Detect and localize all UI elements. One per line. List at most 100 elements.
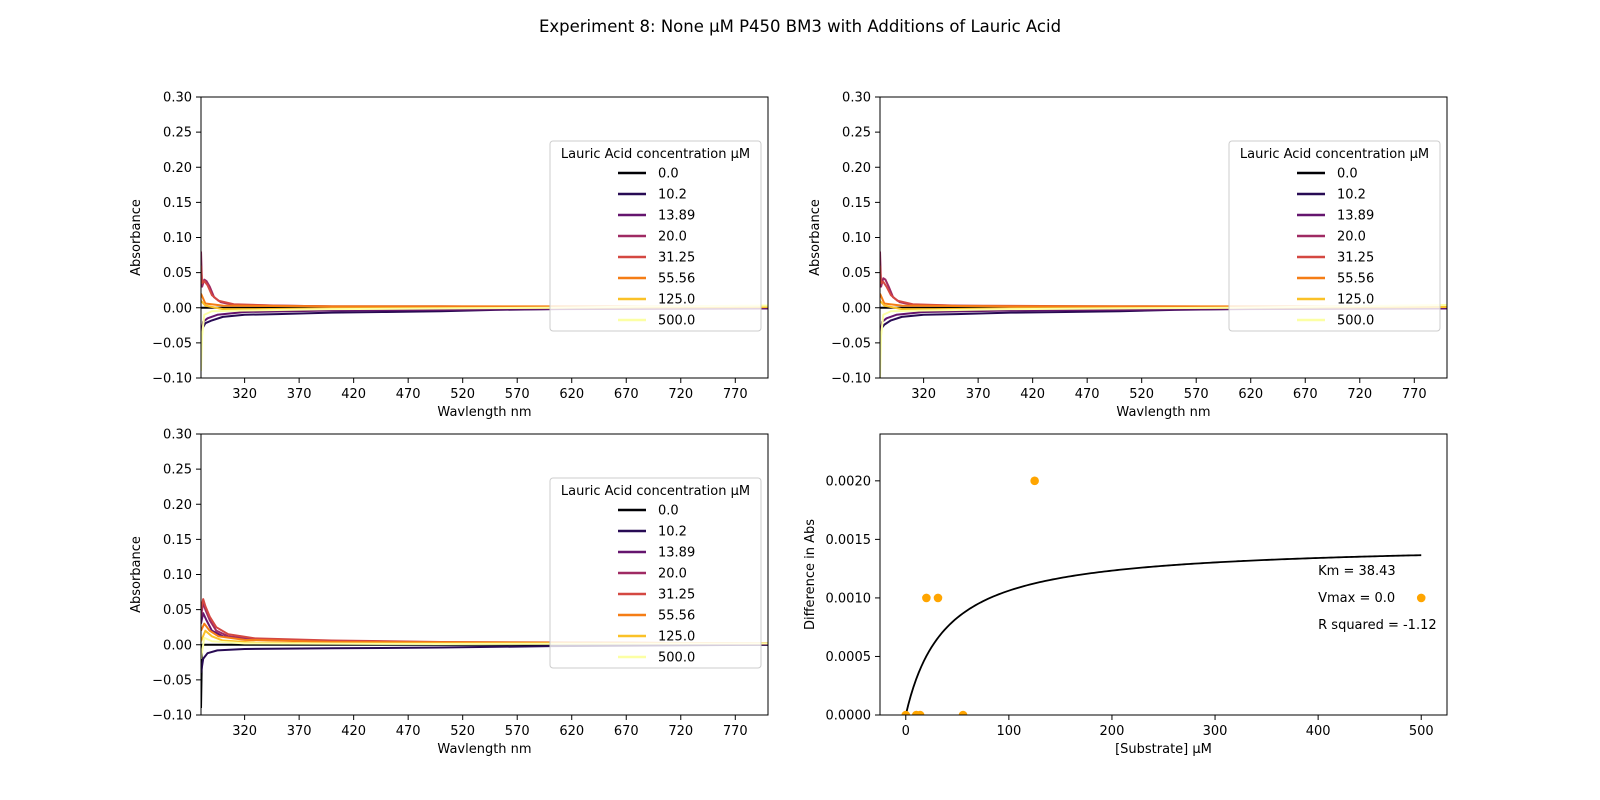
x-tick-label: 520	[450, 387, 475, 402]
legend-label: 55.56	[658, 272, 695, 287]
series-line-55-56	[201, 622, 768, 645]
y-tick-label: 0.0020	[826, 474, 872, 489]
legend-label: 13.89	[1337, 209, 1374, 224]
series-line-500-0	[201, 636, 768, 659]
figure-title: Experiment 8: None μM P450 BM3 with Addi…	[539, 17, 1061, 36]
legend-label: 20.0	[658, 230, 687, 245]
y-tick-label: 0.25	[163, 463, 192, 478]
legend-label: 13.89	[658, 546, 695, 561]
x-tick-label: 100	[996, 724, 1021, 739]
x-tick-label: 300	[1203, 724, 1228, 739]
x-tick-label: 670	[614, 387, 639, 402]
x-tick-label: 570	[505, 387, 530, 402]
y-axis-label: Absorbance	[129, 536, 144, 613]
legend-label: 10.2	[658, 525, 687, 540]
x-tick-label: 370	[287, 724, 312, 739]
y-tick-label: −0.10	[831, 372, 871, 387]
fit-curve	[904, 554, 1422, 715]
y-axis-label: Absorbance	[808, 199, 823, 276]
y-tick-label: 0.30	[163, 91, 192, 106]
y-tick-label: 0.10	[842, 231, 871, 246]
x-tick-label: 670	[1293, 387, 1318, 402]
x-tick-label: 720	[668, 724, 693, 739]
x-tick-label: 370	[287, 387, 312, 402]
legend: Lauric Acid concentration µM 0.0 10.2 13.89…	[1228, 140, 1441, 332]
legend-label: 500.0	[658, 651, 695, 666]
panel-bottom-right: 0 100 200 300 400 500 0.0000 0.0005 0.0010 0.0015…	[803, 433, 1448, 757]
legend-frame	[1228, 140, 1441, 332]
legend-label: 125.0	[658, 630, 695, 645]
y-tick-label: 0.0015	[826, 533, 872, 548]
x-axis-label: Wavlength nm	[1116, 405, 1210, 420]
legend: Lauric Acid concentration µM 0.0 10.2 13.89…	[549, 140, 762, 332]
panel-bottom-left: 320 370 420 470 520 570 620 670 720 770 −0.10 −0.05…	[129, 428, 769, 757]
legend-frame	[549, 140, 762, 332]
y-axis-label: Absorbance	[129, 199, 144, 276]
x-tick-label: 620	[559, 387, 584, 402]
legend-label: 0.0	[658, 504, 679, 519]
x-tick-label: 200	[1100, 724, 1125, 739]
legend-label: 500.0	[658, 314, 695, 329]
x-tick-label: 670	[614, 724, 639, 739]
y-tick-label: 0.00	[163, 301, 192, 316]
legend-label: 10.2	[658, 188, 687, 203]
x-tick-label: 420	[341, 387, 366, 402]
x-tick-label: 500	[1409, 724, 1434, 739]
y-tick-label: 0.30	[842, 91, 871, 106]
y-tick-label: 0.0005	[826, 650, 872, 665]
x-tick-label: 320	[232, 724, 257, 739]
legend-label: 55.56	[658, 609, 695, 624]
data-point	[915, 710, 925, 715]
y-tick-label: −0.05	[831, 336, 871, 351]
y-tick-label: 0.10	[163, 231, 192, 246]
y-tick-label: −0.05	[152, 336, 192, 351]
x-tick-label: 420	[1020, 387, 1045, 402]
y-axis-label: Difference in Abs	[803, 519, 818, 630]
legend-label: 500.0	[1337, 314, 1374, 329]
x-tick-label: 520	[450, 724, 475, 739]
y-tick-label: 0.20	[842, 161, 871, 176]
y-tick-label: 0.05	[163, 603, 192, 618]
legend-label: 10.2	[1337, 188, 1366, 203]
y-tick-label: 0.0010	[826, 591, 872, 606]
x-tick-label: 420	[341, 724, 366, 739]
y-tick-label: 0.25	[842, 126, 871, 141]
fit-annotation: Vmax = 0.0	[1318, 591, 1395, 606]
legend-label: 31.25	[658, 251, 695, 266]
axes-frame	[879, 433, 1448, 716]
data-point	[1030, 476, 1039, 486]
x-tick-label: 470	[396, 724, 421, 739]
data-point	[958, 710, 968, 715]
y-tick-label: 0.05	[842, 266, 871, 281]
y-tick-label: −0.10	[152, 372, 192, 387]
x-tick-label: 570	[1184, 387, 1209, 402]
x-tick-label: 320	[232, 387, 257, 402]
panel-top-left: 320 370 420 470 520 570 620 670 720 770 −0.10 −0.05…	[129, 91, 769, 420]
legend-label: 13.89	[658, 209, 695, 224]
y-tick-label: 0.20	[163, 498, 192, 513]
data-point	[901, 710, 911, 715]
axes-frame	[200, 433, 769, 716]
legend-label: 20.0	[658, 567, 687, 582]
x-axis-label: Wavlength nm	[437, 405, 531, 420]
data-point	[922, 593, 931, 603]
legend-label: 31.25	[658, 588, 695, 603]
x-tick-label: 370	[966, 387, 991, 402]
legend-label: 55.56	[1337, 272, 1374, 287]
x-tick-label: 400	[1306, 724, 1331, 739]
legend-frame	[549, 477, 762, 669]
legend-title: Lauric Acid concentration µM	[561, 484, 750, 499]
y-tick-label: 0.15	[842, 196, 871, 211]
plot-area	[901, 476, 1426, 715]
fit-annotation: R squared = -1.12	[1318, 618, 1437, 633]
x-tick-label: 320	[911, 387, 936, 402]
data-point	[933, 593, 943, 603]
y-tick-label: 0.00	[163, 638, 192, 653]
x-axis-label: Wavlength nm	[437, 742, 531, 757]
legend: Lauric Acid concentration µM 0.0 10.2 13.89…	[549, 477, 762, 669]
y-tick-label: 0.10	[163, 568, 192, 583]
y-tick-label: 0.30	[163, 428, 192, 443]
axes-frame	[200, 96, 769, 379]
x-axis-label: [Substrate] µM	[1115, 742, 1212, 757]
